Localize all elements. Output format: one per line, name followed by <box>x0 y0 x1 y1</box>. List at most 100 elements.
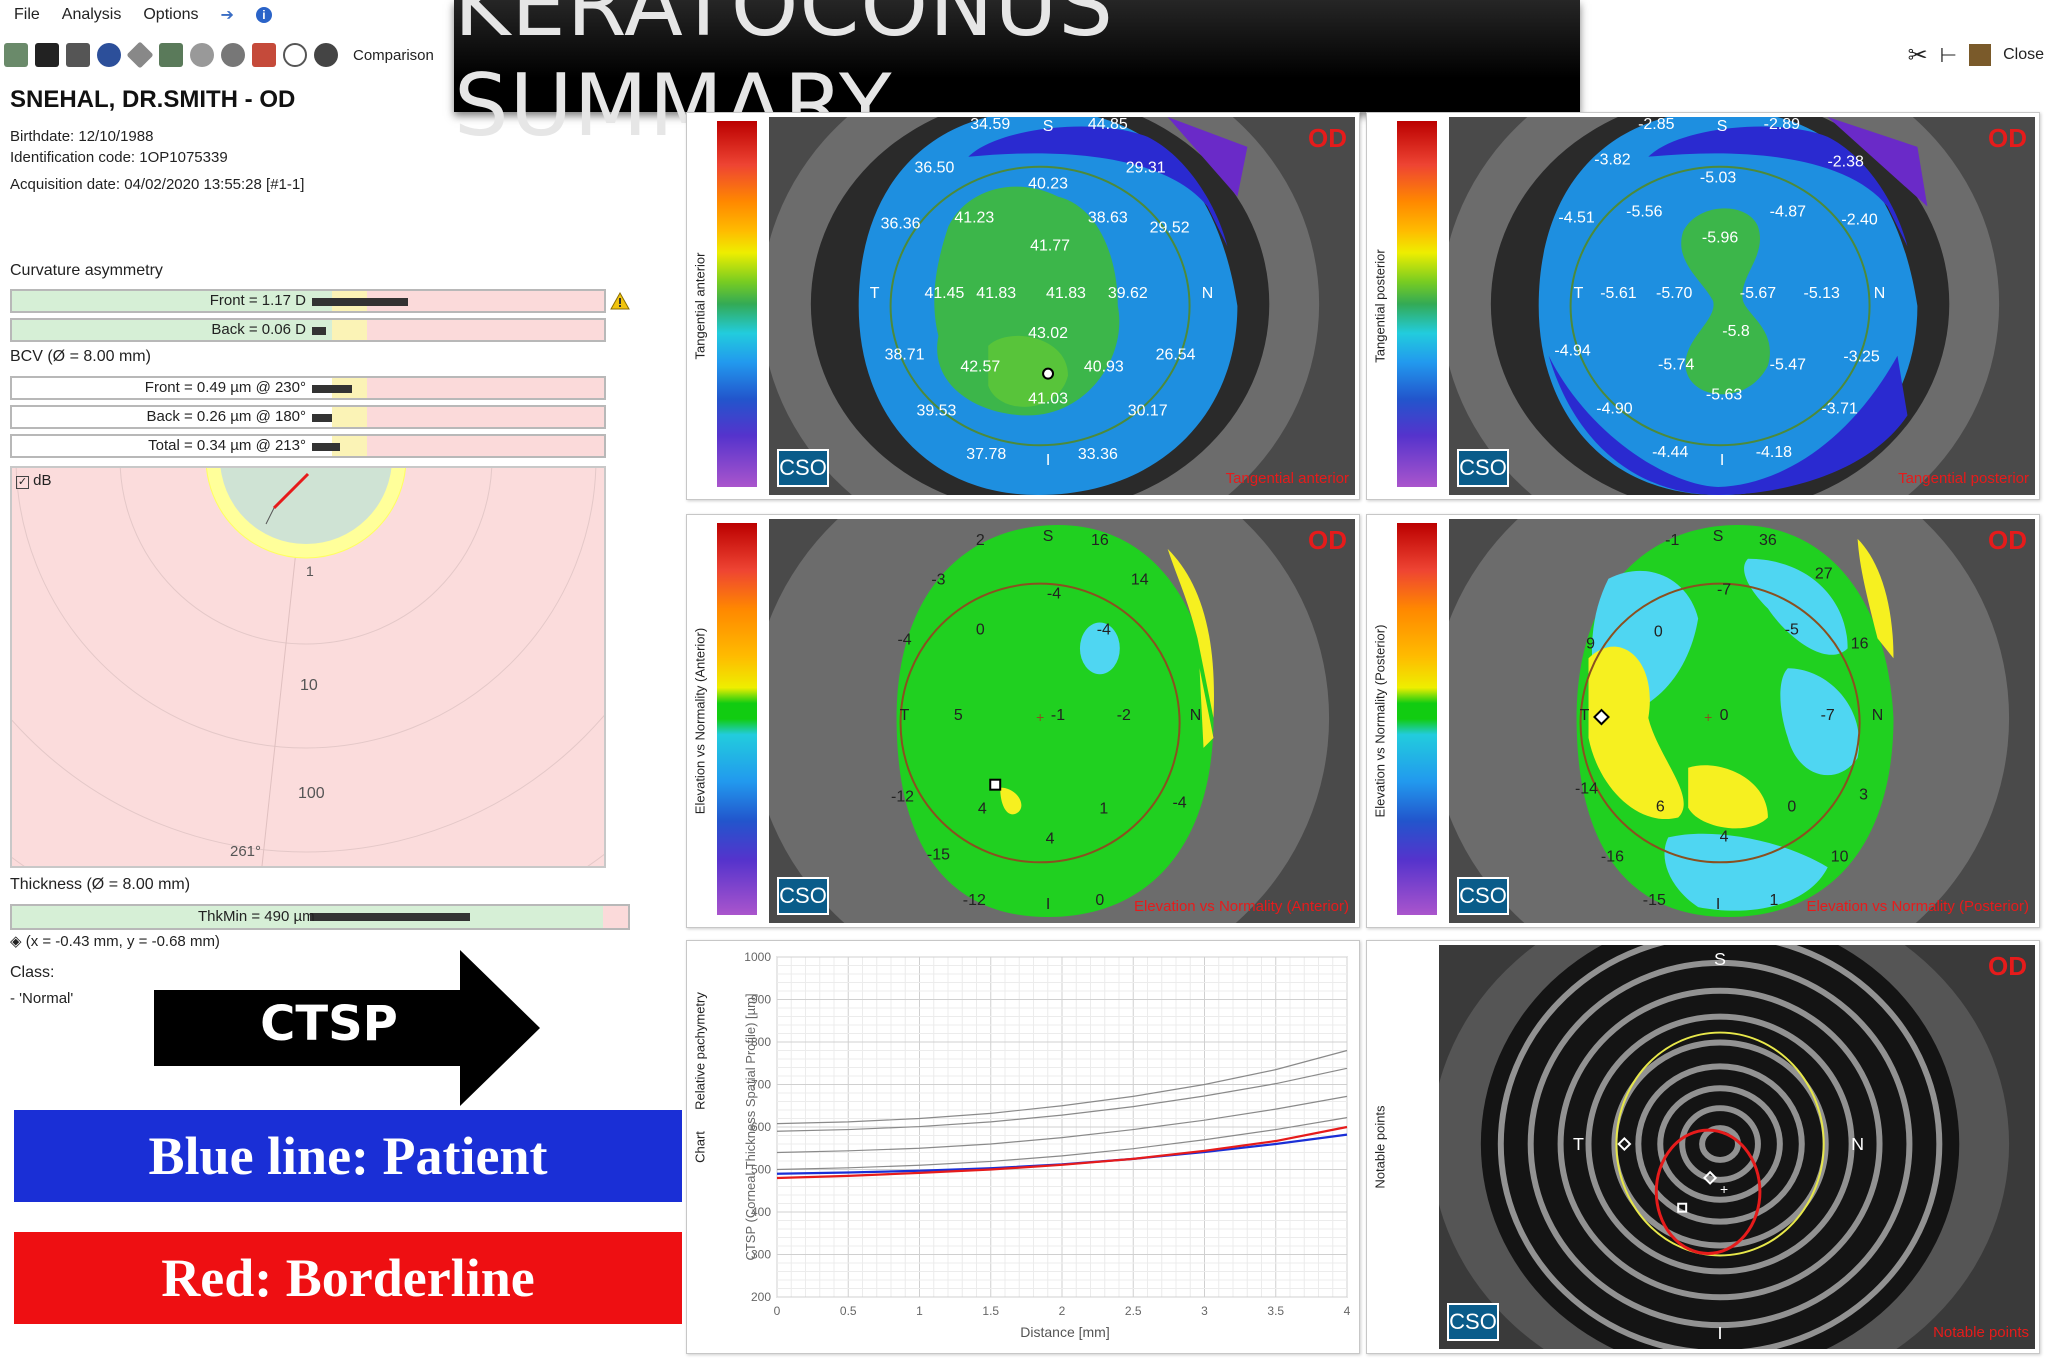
tangential-anterior-title: Tangential anterior <box>1225 470 1349 487</box>
axis-label-t: T <box>1580 707 1590 724</box>
ep-value: 3 <box>1859 787 1868 804</box>
tp-value: -4.18 <box>1756 444 1792 461</box>
warning-icon <box>610 292 630 310</box>
ea-value: 14 <box>1131 572 1149 589</box>
tp-value: -5.8 <box>1722 323 1750 340</box>
tp-value: -4.44 <box>1652 444 1688 461</box>
bcv-total-value: Total = 0.34 µm @ 213° <box>148 437 306 454</box>
tangential-posterior-map[interactable]: -2.85 -2.89 -3.82 -5.03 -2.38 -4.51 -5.5… <box>1449 117 2035 495</box>
tp-value: -2.85 <box>1638 117 1674 133</box>
angle-label: 261° <box>230 843 261 860</box>
ep-value: 0 <box>1787 799 1796 816</box>
axis-label-i: I <box>1046 452 1050 469</box>
monitor-icon[interactable] <box>35 43 59 67</box>
arrows-icon[interactable]: ➔ <box>220 7 234 24</box>
legend-red-borderline: Red: Borderline <box>14 1232 682 1324</box>
menu-options[interactable]: Options <box>143 6 199 23</box>
ea-value: -12 <box>963 892 986 909</box>
axis-label-n: N <box>1872 707 1884 724</box>
close-icon[interactable] <box>1969 44 1992 66</box>
x-tick-label: 3.5 <box>1267 1304 1284 1318</box>
cso-logo: CSO <box>777 877 829 915</box>
ep-value: 10 <box>1831 848 1849 865</box>
y-tick-label: 800 <box>751 1035 771 1049</box>
menu-file[interactable]: File <box>14 6 40 23</box>
ep-value: -5 <box>1785 621 1799 638</box>
front-curvature-bar: Front = 1.17 D <box>10 289 606 313</box>
thickness-label: Thickness (Ø = 8.00 mm) <box>10 876 191 893</box>
notable-points-title: Notable points <box>1933 1324 2029 1341</box>
ea-value: -12 <box>891 789 914 806</box>
tp-value: -5.96 <box>1702 229 1738 246</box>
parentheses-icon[interactable] <box>283 43 307 67</box>
ta-value: 41.83 <box>1046 285 1086 302</box>
series-line-reference <box>776 1049 1348 1125</box>
elevation-anterior-map[interactable]: 2 16 -3 14 -4 -4 0 -4 5 -1 -2 -12 4 1 4 … <box>769 519 1355 923</box>
ep-value: -7 <box>1717 582 1731 599</box>
tp-value: -3.82 <box>1594 152 1630 169</box>
identification-code-text: Identification code: 1OP1075339 <box>10 149 228 166</box>
sphere-icon[interactable] <box>221 43 245 67</box>
comparison-dropdown[interactable]: Comparison <box>353 46 434 64</box>
y-tick-label: 900 <box>751 993 771 1007</box>
x-circle-icon[interactable] <box>314 43 338 67</box>
tp-value: -5.74 <box>1658 357 1694 374</box>
tangential-anterior-map[interactable]: 34.59 44.85 36.50 40.23 29.31 36.36 41.2… <box>769 117 1355 495</box>
cross-marker-icon: + <box>1720 1181 1728 1197</box>
ta-value: 39.53 <box>916 402 956 419</box>
legend-blue-patient: Blue line: Patient <box>14 1110 682 1202</box>
menu-analysis[interactable]: Analysis <box>61 6 122 23</box>
ctsp-chart[interactable]: 0 0.5 1 1.5 2 2.5 3 3.5 4 200 300 400 500 600 700 800 9… <box>687 941 1361 1355</box>
diamond-marker-icon <box>1617 1136 1632 1152</box>
ep-value: -15 <box>1643 892 1666 909</box>
x-tick-label: 0 <box>774 1304 781 1318</box>
axis-label-t: T <box>900 707 910 724</box>
group-icon[interactable] <box>159 43 183 67</box>
apex-marker-icon <box>1042 367 1055 380</box>
ta-value: 26.54 <box>1156 347 1196 364</box>
diamond-marker-icon <box>1703 1170 1718 1185</box>
x-tick-label: 1.5 <box>982 1304 999 1318</box>
bcv-front-bar: Front = 0.49 µm @ 230° <box>10 376 606 400</box>
ta-value: 36.36 <box>881 215 921 232</box>
elevation-posterior-side-label: Elevation vs Normality (Posterior) <box>1372 624 1388 818</box>
color-scale <box>1397 523 1437 915</box>
close-button[interactable]: Close <box>2003 46 2044 63</box>
acquisition-date-text: Acquisition date: 04/02/2020 13:55:28 [#… <box>10 176 305 193</box>
ta-value: 29.31 <box>1126 160 1166 177</box>
elevation-posterior-map[interactable]: -1 36 27 -7 9 0 -5 16 0 -7 -14 6 0 3 4 -… <box>1449 519 2035 923</box>
tp-value: -2.38 <box>1827 154 1863 171</box>
ep-value: 4 <box>1720 828 1729 845</box>
ep-value: -7 <box>1821 707 1835 724</box>
tangential-posterior-side-label: Tangential posterior <box>1372 249 1388 363</box>
ep-value: 36 <box>1759 532 1777 549</box>
tp-value: -4.94 <box>1554 343 1590 360</box>
birthdate-text: Birthdate: 12/10/1988 <box>10 128 154 145</box>
ea-value: 4 <box>1046 830 1055 847</box>
thickness-coords-text: (x = -0.43 mm, y = -0.68 mm) <box>25 933 220 950</box>
axis-label-s: S <box>1043 118 1054 135</box>
checkbox-icon[interactable]: ✓ <box>16 476 29 489</box>
diamond-icon[interactable] <box>126 41 154 69</box>
bcv-front-value: Front = 0.49 µm @ 230° <box>144 379 306 396</box>
eye-image-icon[interactable] <box>66 43 90 67</box>
info-icon[interactable]: i <box>255 7 272 23</box>
diamond-marker-icon: ◈ <box>10 933 22 950</box>
c-shape-icon[interactable] <box>252 43 276 67</box>
ruler-icon[interactable]: ⊢ <box>1939 44 1958 67</box>
x-tick-label: 3 <box>1201 1304 1208 1318</box>
notable-points-map[interactable]: S T N I + OD Notable points CSO <box>1439 945 2035 1349</box>
tp-value: -5.70 <box>1656 285 1692 302</box>
y-tick-label: 1000 <box>744 950 771 964</box>
db-checkbox[interactable]: ✓ dB <box>16 472 52 489</box>
thickness-bar: ThkMin = 490 µm <box>10 904 630 930</box>
cso-logo: CSO <box>1447 1303 1499 1341</box>
target-icon[interactable] <box>97 43 121 67</box>
ea-value: -2 <box>1117 707 1131 724</box>
tools-icon[interactable]: ✂ <box>1907 41 1928 69</box>
half-circle-icon[interactable] <box>190 43 214 67</box>
y-tick-label: 200 <box>751 1290 771 1304</box>
people-icon[interactable] <box>4 43 28 67</box>
ta-value: 41.03 <box>1028 390 1068 407</box>
thkmin-value: ThkMin = 490 µm <box>198 908 315 925</box>
